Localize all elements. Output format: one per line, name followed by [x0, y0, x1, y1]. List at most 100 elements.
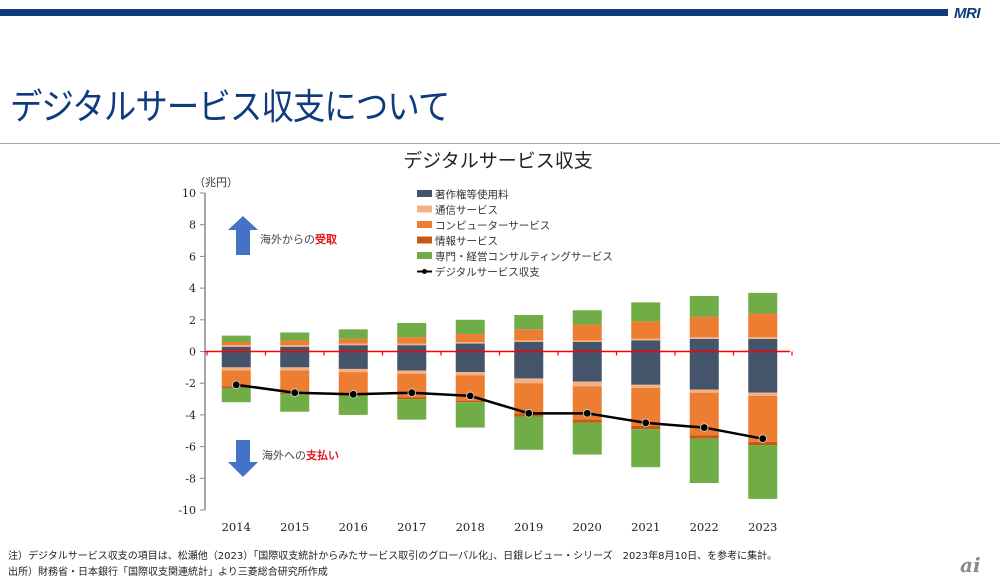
bar-segment-positive [689, 338, 719, 352]
bar-segment-negative [397, 351, 427, 371]
y-tick-label: 4 [189, 282, 196, 295]
bar-segment-negative [221, 351, 251, 368]
bar-segment-negative [280, 367, 310, 371]
x-tick-label: 2020 [573, 520, 602, 534]
bar-segment-positive [514, 329, 544, 341]
legend-label: デジタルサービス収支 [435, 266, 540, 279]
legend-line-marker [422, 269, 427, 274]
payment-arrow-icon [228, 440, 258, 477]
bar-segment-negative [748, 441, 778, 446]
bar-segment-negative [748, 395, 778, 442]
legend-label: 専門・経営コンサルティングサービス [435, 250, 613, 263]
bar-segment-positive [514, 341, 544, 352]
bar-segment-positive [221, 341, 251, 346]
bar-segment-negative [455, 351, 485, 373]
x-tick-label: 2023 [748, 520, 777, 534]
bar-segment-negative [631, 429, 661, 468]
y-tick-label: 2 [189, 314, 196, 327]
x-tick-label: 2017 [397, 520, 426, 534]
legend-swatch [417, 236, 432, 244]
bar-segment-positive [397, 337, 427, 344]
bar-segment-negative [572, 419, 602, 423]
net-balance-point [583, 409, 592, 418]
legend-label: コンピューターサービス [435, 220, 550, 232]
bar-segment-negative [631, 384, 661, 388]
bar-segment-positive [455, 334, 485, 342]
bar-segment-negative [338, 395, 368, 415]
bar-segment-negative [221, 387, 251, 403]
y-tick-label: -8 [185, 472, 196, 485]
net-balance-point [641, 418, 650, 428]
y-axis-unit-label: （兆円） [194, 176, 238, 189]
x-tick-label: 2018 [456, 520, 485, 534]
bar-segment-negative [221, 370, 251, 387]
bar-segment-negative [514, 416, 544, 450]
mri-logo: MRI [954, 5, 981, 22]
bar-segment-positive [221, 345, 251, 347]
bar-segment-positive [572, 324, 602, 341]
bar-segment-positive [221, 335, 251, 342]
bar-segment-positive [689, 296, 719, 317]
bar-segment-negative [689, 435, 719, 439]
payment-annotation: 海外への支払い [262, 448, 339, 462]
legend-swatch [417, 205, 432, 213]
bar-segment-negative [455, 402, 485, 428]
bar-segment-negative [689, 438, 719, 484]
bar-segment-negative [748, 445, 778, 499]
net-balance-point [232, 380, 241, 389]
bar-segment-positive [631, 340, 661, 352]
net-balance-point [466, 391, 475, 401]
bar-segment-positive [631, 321, 661, 339]
receipt-emphasis: 受取 [315, 232, 337, 246]
bar-segment-negative [397, 370, 427, 374]
bar-segment-positive [338, 338, 368, 344]
footnote-note: 注）デジタルサービス収支の項目は、松瀬他（2023）「国際収支統計からみたサービ… [8, 551, 778, 562]
bar-segment-negative [748, 392, 778, 396]
y-tick-label: 6 [189, 250, 196, 263]
bar-segment-negative [280, 394, 310, 412]
bar-segment-negative [631, 351, 661, 385]
bar-segment-negative [280, 370, 310, 393]
bar-segment-positive [748, 292, 778, 314]
legend-label: 情報サービス [435, 235, 498, 248]
x-tick-label: 2022 [690, 520, 719, 534]
payment-emphasis: 支払い [305, 448, 339, 462]
bar-segment-negative [689, 351, 719, 390]
bar-segment-positive [689, 316, 719, 338]
net-balance-point [758, 434, 767, 443]
bar-segment-positive [748, 337, 778, 339]
bar-segment-positive [280, 340, 310, 346]
bar-segment-negative [338, 351, 368, 369]
payment-prefix: 海外への [262, 448, 306, 462]
y-tick-label: -2 [185, 377, 196, 390]
bar-segment-negative [514, 383, 544, 414]
bar-segment-negative [748, 351, 778, 393]
bar-segment-positive [455, 343, 485, 352]
y-tick-label: 8 [189, 219, 196, 232]
bar-segment-negative [221, 367, 251, 371]
net-balance-point [524, 409, 533, 418]
y-tick-label: -4 [185, 409, 196, 422]
bar-segment-negative [514, 378, 544, 384]
bar-segment-positive [221, 346, 251, 352]
bar-segment-positive [748, 338, 778, 352]
bar-segment-negative [338, 372, 368, 395]
ai-watermark-logo: ai [960, 553, 981, 577]
y-tick-label: -10 [178, 504, 196, 517]
bar-segment-positive [631, 302, 661, 322]
net-balance-point [700, 423, 709, 432]
bar-segment-negative [338, 368, 368, 373]
bar-segment-negative [280, 351, 310, 368]
y-tick-label: -6 [185, 441, 196, 454]
bar-segment-positive [280, 332, 310, 341]
bar-segment-positive [397, 345, 427, 352]
x-tick-label: 2021 [631, 520, 660, 534]
bar-segment-positive [338, 343, 368, 346]
bar-segment-positive [338, 345, 368, 352]
bar-segment-negative [572, 422, 602, 455]
bar-segment-positive [572, 310, 602, 325]
net-balance-point [290, 388, 299, 397]
bar-segment-negative [397, 397, 427, 400]
legend-swatch [417, 252, 432, 259]
